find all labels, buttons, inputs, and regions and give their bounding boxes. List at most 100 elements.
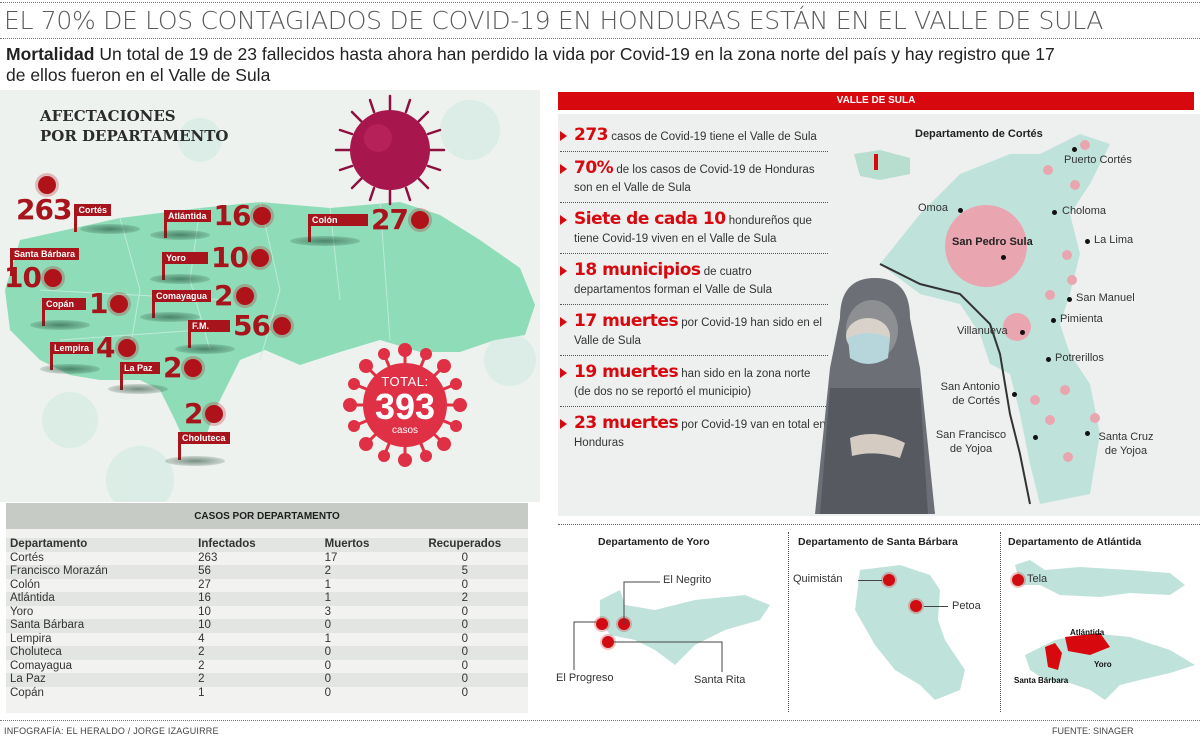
dept-label-fm: F.M. 56 — [188, 309, 291, 348]
table-row: Santa Bárbara 10 0 0 — [6, 619, 528, 633]
dept-cases: 56 — [233, 309, 271, 342]
cell: 0 — [461, 659, 468, 672]
cell: Lempira — [10, 632, 52, 645]
cell: 2 — [320, 565, 402, 579]
pin-shadow — [80, 224, 140, 234]
dept-cases: 16 — [213, 199, 252, 232]
dept-label-comayagua: Comayagua 2 — [152, 282, 254, 318]
column-divider — [1000, 532, 1001, 712]
dept-cases-choluteca: 2 — [184, 397, 224, 430]
cell: Yoro — [10, 605, 34, 618]
place-label: Puerto Cortés — [1064, 154, 1132, 166]
map-title-line1: AFECTACIONES — [40, 107, 176, 125]
leader-line — [924, 606, 948, 607]
dept-name: Yoro — [162, 252, 208, 280]
dept-label-atlantida: Atlántida 16 — [164, 199, 272, 238]
germ-icon — [184, 359, 203, 377]
cell: 1 — [324, 632, 332, 645]
cell: 0 — [320, 646, 402, 660]
city-dot — [1067, 297, 1072, 302]
dept-label-copan: Copán 1 — [42, 290, 129, 326]
place-label: Petoa — [952, 600, 981, 612]
dept-label-cortes: 263 Cortés — [16, 193, 111, 232]
place-label: San Manuel — [1076, 292, 1135, 304]
table-row: Lempira 4 1 0 — [6, 633, 528, 647]
col-header: Infectados — [194, 538, 321, 552]
cell: 10 — [194, 619, 321, 633]
fact-highlight: Siete de cada 10 — [574, 209, 726, 229]
case-marker — [1070, 180, 1080, 190]
dept-label-colon: Colón 27 — [308, 206, 429, 242]
fact-text: casos de Covid-19 tiene el Valle de Sula — [608, 131, 817, 143]
cell: 263 — [198, 551, 218, 564]
col-header: Departamento — [6, 538, 195, 552]
city-dot — [1052, 210, 1057, 215]
pin-shadow — [108, 384, 168, 394]
germ-icon — [38, 176, 56, 194]
virus-total-icon — [343, 343, 467, 467]
dept-cases: 2 — [184, 397, 204, 430]
place-label: Santa Cruz de Yojoa — [1098, 431, 1154, 457]
section-rule — [558, 524, 1200, 525]
place-label: San Francisco de Yojoa — [935, 429, 1007, 455]
cases-by-department-table: Departamento Infectados Muertos Recupera… — [6, 538, 528, 700]
city-dot — [958, 208, 963, 213]
case-marker — [1067, 275, 1077, 285]
fact-text: de cuatro departamentos forman el Valle … — [574, 266, 772, 296]
city-dot — [1012, 392, 1017, 397]
col-header: Muertos — [320, 538, 402, 552]
cell: Comayagua — [10, 659, 73, 672]
santa-barbara-map-title: Departamento de Santa Bárbara — [798, 536, 958, 548]
pin-shadow — [175, 344, 235, 354]
atlantida-map-title: Departamento de Atlántida — [1008, 536, 1142, 548]
fact-item: 19 muertes han sido en la zona norte (de… — [560, 363, 828, 407]
dept-cases: 263 — [16, 193, 72, 226]
map-title: AFECTACIONES POR DEPARTAMENTO — [40, 106, 228, 146]
case-marker — [1090, 413, 1100, 423]
col-header: Recuperados — [401, 538, 528, 552]
cell: 0 — [401, 646, 528, 660]
case-marker — [1080, 140, 1090, 150]
place-label: Omoa — [918, 202, 948, 214]
cell: Colón — [10, 578, 41, 591]
germ-icon — [250, 249, 269, 267]
locator-label: Yoro — [1094, 660, 1112, 669]
dept-name: Colón — [308, 214, 368, 242]
cell: 1 — [324, 578, 332, 591]
facts-list: 273 casos de Covid-19 tiene el Valle de … — [560, 126, 828, 464]
place-label: San Antonio de Cortés — [940, 381, 1000, 407]
dept-label-yoro: Yoro 10 — [162, 244, 269, 280]
cell: La Paz — [6, 673, 195, 687]
cell: 5 — [401, 565, 528, 579]
dept-cases: 4 — [96, 331, 116, 364]
city-dot — [1001, 255, 1006, 260]
place-label: Choloma — [1062, 205, 1107, 217]
dept-cases: 10 — [4, 261, 42, 294]
table-row: Colón 27 1 0 — [6, 579, 528, 593]
place-label: Quimistán — [793, 573, 843, 585]
cell: 0 — [461, 686, 468, 699]
locator-label: Atlántida — [1070, 628, 1105, 637]
fact-text: hondureños que tiene Covid-19 viven en e… — [574, 215, 812, 245]
atlantida-map — [1015, 560, 1195, 700]
place-label: Villanueva — [957, 325, 1008, 337]
table-row: Comayagua 2 0 0 — [6, 660, 528, 674]
location-dot — [596, 618, 608, 630]
city-dot — [1046, 357, 1051, 362]
dept-name-santa-barbara: Santa Bárbara — [10, 248, 80, 276]
cell: 0 — [401, 619, 528, 633]
location-dot — [883, 574, 895, 586]
dept-cases: 2 — [163, 351, 183, 384]
cell: 1 — [198, 686, 205, 699]
table-row: Francisco Morazán 56 2 5 — [6, 565, 528, 579]
cell: 3 — [324, 605, 332, 618]
fact-text: por Covid-19 van en total en Honduras — [574, 419, 826, 449]
cell: 0 — [324, 686, 332, 699]
pin-shadow — [140, 312, 200, 322]
dept-name: Copán — [42, 298, 86, 326]
location-dot — [602, 636, 614, 648]
dept-name: Lempira — [50, 342, 94, 370]
lede-text: Un total de 19 de 23 fallecidos hasta ah… — [6, 44, 1055, 85]
cell: 0 — [461, 551, 468, 564]
case-marker — [1060, 385, 1070, 395]
